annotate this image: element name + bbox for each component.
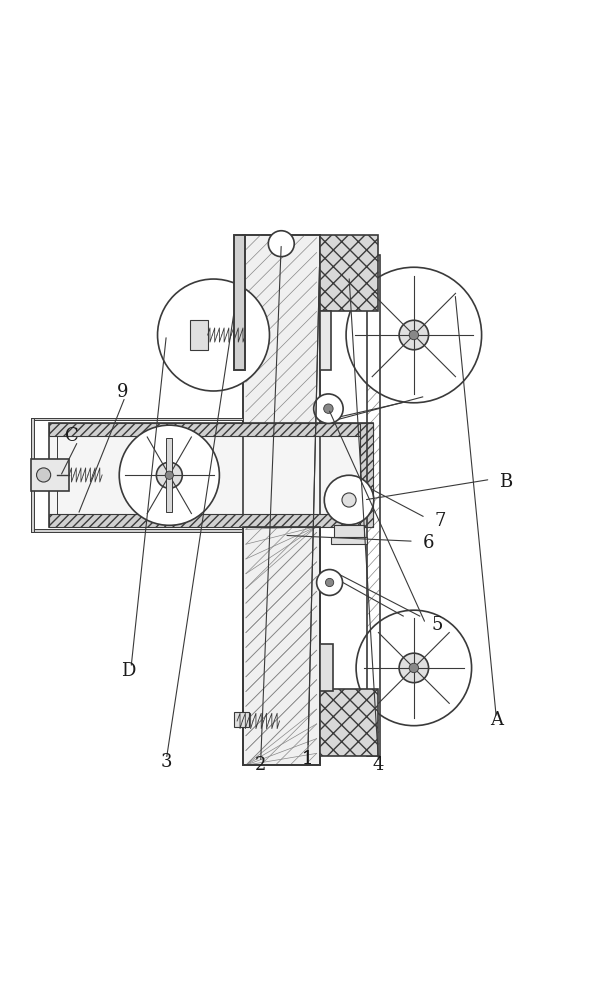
Text: A: A bbox=[490, 711, 503, 729]
Circle shape bbox=[37, 468, 51, 482]
Bar bbox=[166, 438, 172, 512]
Bar bbox=[320, 644, 333, 691]
Text: 1: 1 bbox=[302, 750, 314, 768]
Bar bbox=[31, 418, 243, 420]
Bar bbox=[243, 235, 320, 765]
Text: 4: 4 bbox=[373, 756, 384, 774]
Circle shape bbox=[165, 471, 173, 479]
Bar bbox=[320, 235, 378, 311]
Circle shape bbox=[157, 279, 269, 391]
Bar bbox=[234, 235, 244, 370]
Text: D: D bbox=[121, 662, 135, 680]
Circle shape bbox=[409, 663, 419, 673]
Circle shape bbox=[342, 493, 356, 507]
Circle shape bbox=[324, 404, 333, 413]
Bar bbox=[49, 423, 372, 527]
Text: B: B bbox=[498, 473, 512, 491]
Text: 5: 5 bbox=[432, 616, 443, 634]
Circle shape bbox=[346, 267, 482, 403]
Bar bbox=[366, 255, 379, 756]
Text: 1: 1 bbox=[302, 267, 320, 768]
Bar bbox=[190, 320, 208, 350]
Bar bbox=[332, 537, 366, 544]
Circle shape bbox=[399, 653, 429, 683]
Circle shape bbox=[356, 610, 472, 726]
Bar bbox=[234, 235, 244, 370]
Text: 9: 9 bbox=[117, 383, 128, 401]
Bar bbox=[334, 525, 363, 538]
Bar bbox=[243, 527, 320, 765]
Bar bbox=[320, 311, 332, 370]
Circle shape bbox=[317, 570, 343, 595]
Circle shape bbox=[326, 578, 334, 587]
Circle shape bbox=[119, 425, 220, 525]
Bar bbox=[49, 514, 372, 527]
Circle shape bbox=[399, 320, 429, 350]
Bar bbox=[243, 235, 320, 765]
Circle shape bbox=[314, 394, 343, 423]
Text: 6: 6 bbox=[423, 534, 435, 552]
Circle shape bbox=[324, 475, 374, 525]
Bar bbox=[359, 423, 372, 527]
Bar bbox=[49, 423, 372, 436]
Bar bbox=[234, 712, 249, 727]
Bar bbox=[320, 689, 378, 756]
Text: C: C bbox=[65, 427, 79, 445]
Text: 7: 7 bbox=[435, 512, 446, 530]
Circle shape bbox=[156, 462, 182, 488]
Bar bbox=[31, 418, 34, 532]
Circle shape bbox=[268, 231, 294, 257]
Text: 3: 3 bbox=[160, 753, 172, 771]
Bar bbox=[57, 432, 363, 518]
Bar bbox=[31, 459, 69, 491]
Circle shape bbox=[409, 330, 419, 340]
Text: 2: 2 bbox=[255, 756, 266, 774]
Bar bbox=[31, 529, 243, 532]
